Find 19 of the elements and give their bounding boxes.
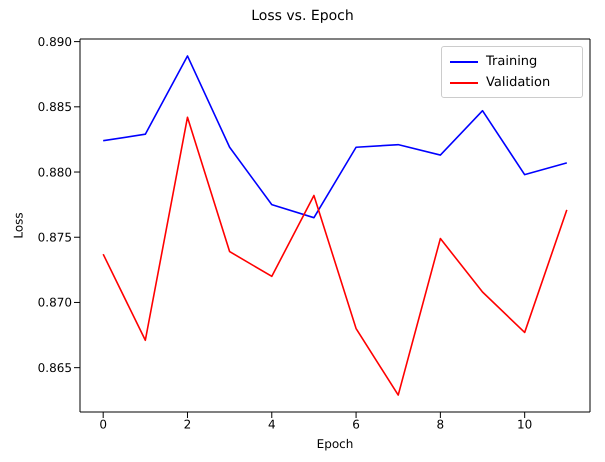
- line-series: [102, 116, 568, 396]
- y-tick-label: 0.865: [38, 360, 72, 375]
- y-tick-label: 0.875: [38, 230, 72, 244]
- y-axis-title: Loss: [11, 212, 26, 239]
- line-series: [102, 55, 568, 218]
- x-axis-title: Epoch: [316, 437, 354, 451]
- x-tick-label: 4: [268, 418, 276, 432]
- y-tick-label: 0.890: [38, 34, 72, 49]
- x-tick-label: 0: [99, 418, 107, 432]
- x-tick-label: 10: [517, 418, 532, 432]
- y-tick-label: 0.880: [38, 165, 72, 180]
- y-tick-label: 0.885: [38, 100, 72, 114]
- x-tick-label: 8: [436, 418, 444, 432]
- chart-title: Loss vs. Epoch: [250, 8, 355, 26]
- x-tick-label: 2: [184, 418, 192, 432]
- y-tick-label: 0.870: [38, 296, 72, 310]
- legend-label: Validation: [486, 74, 550, 92]
- legend-label: Training: [486, 53, 538, 71]
- x-tick-label: 6: [352, 418, 360, 432]
